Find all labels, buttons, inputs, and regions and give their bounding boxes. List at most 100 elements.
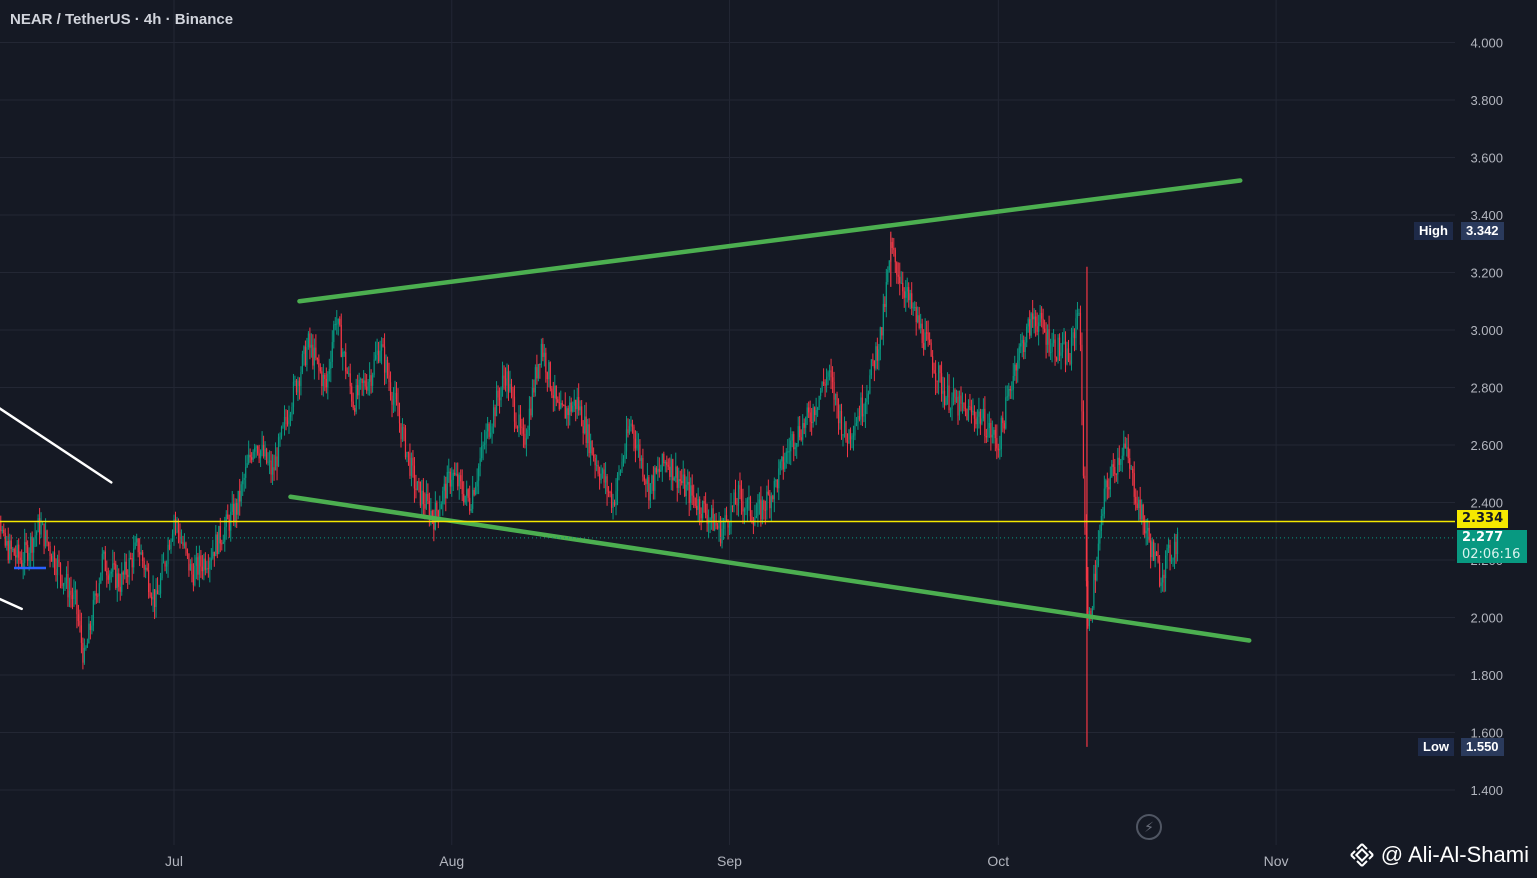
candle-body: [942, 390, 944, 394]
candle-body: [616, 475, 619, 492]
candle-body: [1008, 389, 1010, 397]
candle-body: [763, 500, 765, 510]
y-tick-label: 3.400: [1470, 208, 1503, 223]
candle-body: [52, 552, 54, 562]
candle-body: [758, 499, 760, 504]
candle-body: [854, 426, 856, 436]
candle-body: [55, 569, 57, 576]
candle-body: [185, 543, 187, 550]
candle-body: [133, 548, 135, 568]
candle-body: [566, 408, 568, 419]
candle-body: [1087, 581, 1089, 627]
candle-body: [1136, 503, 1138, 509]
candle-body: [1035, 316, 1037, 327]
candle-body: [870, 359, 872, 376]
candle-body: [176, 522, 178, 524]
candle-body: [318, 359, 320, 368]
candle-body: [400, 423, 402, 440]
candle-body: [37, 518, 39, 533]
candle-body: [100, 572, 102, 584]
y-tick-label: 4.000: [1470, 36, 1503, 51]
candle-body: [596, 465, 598, 467]
candle-body: [833, 381, 835, 400]
candle-body: [591, 440, 593, 455]
candle-body: [1105, 480, 1107, 489]
candle-body: [430, 510, 432, 519]
candle-body: [582, 426, 584, 434]
candle-body: [279, 436, 281, 438]
candle-body: [943, 390, 946, 406]
candle-body: [258, 453, 260, 459]
candle-body: [929, 339, 931, 343]
candle-body: [542, 343, 544, 357]
candle-body: [1163, 574, 1165, 579]
candle-body: [932, 356, 934, 371]
candle-body: [921, 323, 923, 344]
candle-body: [1176, 531, 1179, 555]
candle-body: [98, 583, 100, 596]
candle-body: [1156, 551, 1158, 556]
candle-body: [851, 436, 853, 440]
candle-body: [897, 274, 899, 277]
candle-body: [1108, 486, 1110, 490]
candle-body: [628, 426, 631, 434]
candle-body: [164, 562, 166, 567]
candle-body: [1172, 557, 1174, 561]
candle-body: [224, 527, 226, 542]
candle-body: [433, 517, 435, 530]
candle-body: [227, 514, 229, 520]
candle-body: [254, 447, 256, 452]
y-tick-label: 1.400: [1470, 783, 1503, 798]
candle-body: [64, 582, 66, 584]
candle-body: [354, 408, 356, 412]
candle-body: [848, 429, 850, 444]
candle-body: [1142, 504, 1144, 522]
candle-body: [71, 594, 74, 600]
candle-body: [206, 568, 208, 570]
candle-body: [639, 444, 641, 461]
candle-body: [475, 486, 477, 495]
candle-body: [352, 401, 354, 409]
candle-body: [195, 557, 197, 566]
candle-body: [39, 518, 41, 535]
candle-body: [923, 343, 925, 350]
candle-body: [34, 535, 36, 539]
candle-body: [966, 408, 968, 421]
candle-body: [49, 545, 51, 556]
candle-body: [1135, 496, 1137, 504]
candle-body: [855, 423, 858, 427]
candle-body: [654, 467, 656, 491]
candle-body: [210, 558, 212, 561]
candle-body: [1112, 464, 1114, 467]
candle-body: [1118, 457, 1120, 465]
candle-body: [125, 561, 127, 575]
candle-body: [903, 291, 905, 298]
candle-body: [92, 599, 94, 626]
candle-body: [59, 563, 62, 576]
candle-body: [451, 479, 453, 487]
candle-body: [457, 473, 459, 487]
candle-body: [360, 379, 362, 381]
candle-body: [504, 378, 507, 386]
candle-body: [1115, 473, 1117, 475]
candle-body: [270, 460, 272, 475]
candle-body: [448, 471, 450, 473]
candle-body: [688, 481, 690, 503]
trendline-1: [288, 494, 1252, 643]
candle-body: [785, 451, 787, 463]
x-tick-label: Nov: [1264, 853, 1289, 869]
candle-body: [731, 505, 734, 507]
candle-body: [285, 416, 287, 421]
candle-body: [46, 530, 48, 543]
candle-body: [1011, 389, 1013, 391]
lightning-icon[interactable]: ⚡: [1136, 814, 1162, 840]
candle-body: [425, 494, 427, 509]
candle-body: [661, 453, 663, 471]
candle-body: [249, 454, 251, 458]
candle-body: [836, 393, 838, 406]
candle-body: [313, 347, 315, 366]
candle-body: [891, 242, 893, 248]
candle-body: [207, 568, 209, 570]
candle-body: [808, 407, 810, 413]
